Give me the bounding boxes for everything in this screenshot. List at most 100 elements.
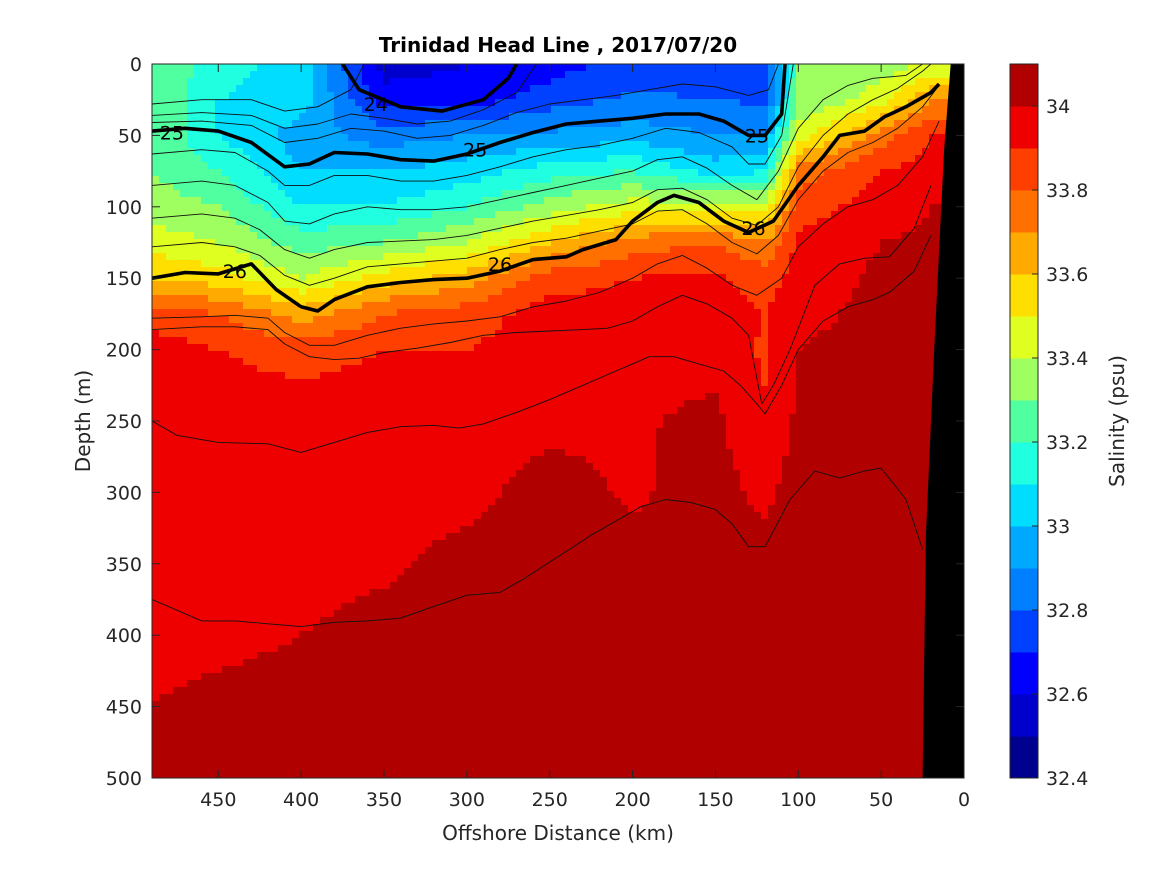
field-cell [397,666,405,674]
field-cell [390,274,398,282]
field-cell [369,288,377,296]
field-cell [306,323,314,331]
field-cell [215,232,223,240]
field-cell [285,176,293,184]
field-cell [194,533,202,541]
field-cell [187,106,195,114]
field-cell [418,512,426,520]
field-cell [481,603,489,611]
field-cell [355,344,363,352]
field-cell [236,120,244,128]
field-cell [152,190,160,198]
field-cell [257,750,265,758]
field-cell [180,456,188,464]
field-cell [159,330,167,338]
field-cell [327,379,335,387]
field-cell [334,498,342,506]
field-cell [285,708,293,716]
field-cell [222,176,230,184]
field-cell [313,680,321,688]
field-cell [201,505,209,513]
field-cell [376,372,384,380]
field-cell [404,344,412,352]
field-cell [411,358,419,366]
field-cell [362,379,370,387]
field-cell [488,428,496,436]
field-cell [404,246,412,254]
field-cell [348,169,356,177]
field-cell [390,393,398,401]
field-cell [271,638,279,646]
field-cell [313,64,321,72]
field-cell [236,92,244,100]
field-cell [264,407,272,415]
field-cell [152,358,160,366]
field-cell [439,526,447,534]
field-cell [243,386,251,394]
field-cell [313,162,321,170]
field-cell [383,456,391,464]
field-cell [229,568,237,576]
field-cell [404,407,412,415]
field-cell [264,519,272,527]
field-cell [355,456,363,464]
field-cell [208,358,216,366]
field-cell [180,484,188,492]
field-cell [355,99,363,107]
field-cell [187,421,195,429]
field-cell [222,281,230,289]
field-cell [208,687,216,695]
field-cell [229,421,237,429]
field-cell [229,512,237,520]
field-cell [173,323,181,331]
field-cell [460,225,468,233]
field-cell [320,498,328,506]
field-cell [439,71,447,79]
field-cell [383,365,391,373]
field-cell [327,274,335,282]
field-cell [215,463,223,471]
field-cell [432,92,440,100]
field-cell [418,582,426,590]
field-cell [166,771,174,778]
field-cell [439,673,447,681]
field-cell [299,92,307,100]
field-cell [439,400,447,408]
field-cell [285,113,293,121]
field-cell [474,407,482,415]
field-cell [215,449,223,457]
field-cell [369,232,377,240]
field-cell [404,106,412,114]
field-cell [446,540,454,548]
field-cell [453,519,461,527]
field-cell [439,267,447,275]
field-cell [383,253,391,261]
field-cell [292,260,300,268]
field-cell [418,407,426,415]
field-cell [376,533,384,541]
field-cell [404,757,412,765]
field-cell [278,498,286,506]
field-cell [376,400,384,408]
field-cell [369,666,377,674]
field-cell [313,253,321,261]
field-cell [376,498,384,506]
field-cell [222,414,230,422]
field-cell [250,603,258,611]
field-cell [187,554,195,562]
field-cell [215,253,223,261]
field-cell [306,771,314,778]
field-cell [180,323,188,331]
field-cell [481,78,489,86]
field-cell [285,344,293,352]
field-cell [250,757,258,765]
field-cell [187,596,195,604]
field-cell [432,638,440,646]
field-cell [201,218,209,226]
field-cell [292,379,300,387]
field-cell [306,218,314,226]
field-cell [320,351,328,359]
field-cell [397,393,405,401]
field-cell [215,393,223,401]
field-cell [278,652,286,660]
